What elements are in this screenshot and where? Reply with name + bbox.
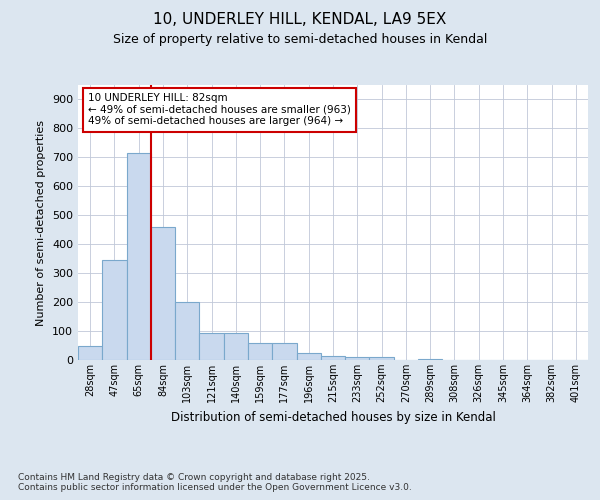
Text: Size of property relative to semi-detached houses in Kendal: Size of property relative to semi-detach…: [113, 32, 487, 46]
Bar: [224, 333, 248, 360]
Bar: [345, 356, 370, 360]
Bar: [296, 353, 321, 360]
Bar: [370, 357, 394, 360]
Text: 10, UNDERLEY HILL, KENDAL, LA9 5EX: 10, UNDERLEY HILL, KENDAL, LA9 5EX: [154, 12, 446, 28]
Y-axis label: Number of semi-detached properties: Number of semi-detached properties: [37, 120, 46, 326]
Bar: [78, 346, 102, 360]
Bar: [151, 227, 175, 360]
Bar: [321, 356, 345, 360]
Text: 10 UNDERLEY HILL: 82sqm
← 49% of semi-detached houses are smaller (963)
49% of s: 10 UNDERLEY HILL: 82sqm ← 49% of semi-de…: [88, 93, 351, 126]
X-axis label: Distribution of semi-detached houses by size in Kendal: Distribution of semi-detached houses by …: [170, 410, 496, 424]
Bar: [175, 302, 199, 360]
Bar: [102, 260, 127, 360]
Text: Contains HM Land Registry data © Crown copyright and database right 2025.
Contai: Contains HM Land Registry data © Crown c…: [18, 472, 412, 492]
Bar: [127, 153, 151, 360]
Bar: [272, 342, 296, 360]
Bar: [418, 358, 442, 360]
Bar: [199, 333, 224, 360]
Bar: [248, 342, 272, 360]
